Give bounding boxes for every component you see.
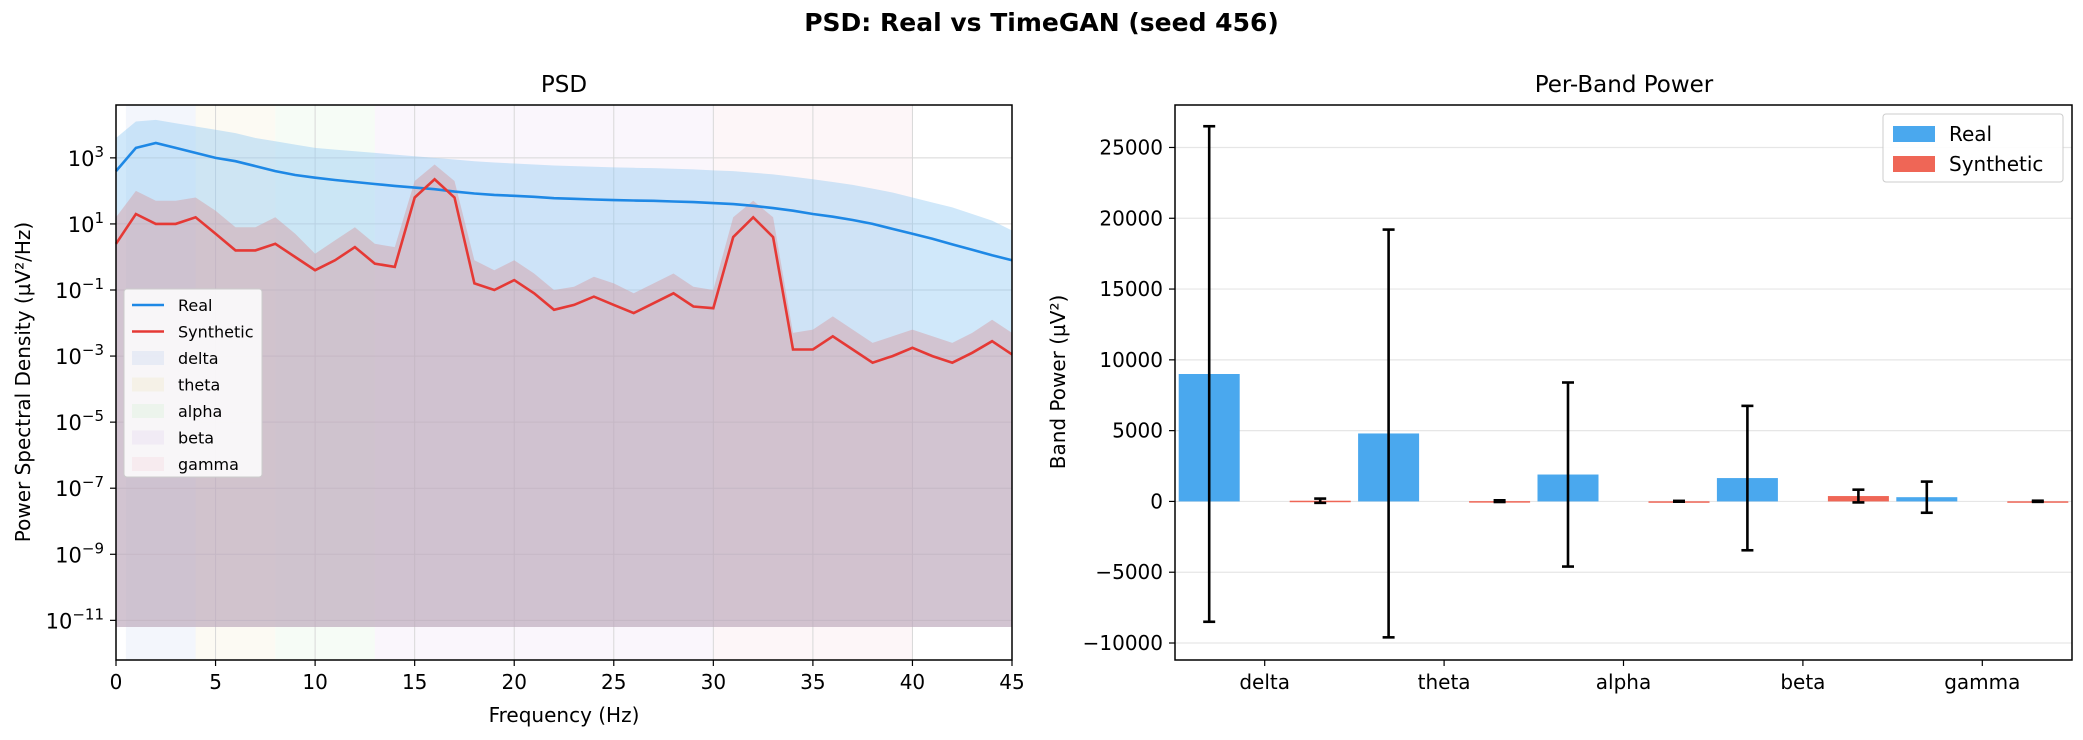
band-power-legend: Real Synthetic [1882,113,2064,183]
psd-y-tick-label: 10−7 [55,473,104,501]
psd-legend-label: Synthetic [178,323,254,342]
band-power-y-tick-label: 15000 [1099,277,1163,301]
psd-legend-swatch-gamma [132,457,164,471]
psd-x-tick-label: 15 [402,670,427,694]
psd-x-axis-label: Frequency (Hz) [489,703,640,727]
band-power-legend-swatch-synthetic [1893,156,1935,172]
band-power-category-label: beta [1780,670,1825,694]
psd-legend-label: alpha [178,402,222,421]
psd-y-tick-base: 10 [55,477,82,501]
psd-y-tick-label: 10−1 [55,275,104,303]
psd-legend-swatch-theta [132,377,164,392]
psd-legend-label: Real [178,296,213,315]
band-power-legend-label: Synthetic [1949,152,2043,176]
band-power-error-bars [1203,124,2044,639]
psd-x-tick-label: 35 [800,670,825,694]
band-power-y-ticks: 25000 20000 15000 10000 5000 0 −5000 −10000 [1083,135,1175,655]
psd-confidence-fills [116,119,1012,628]
psd-y-tick-exponent: −5 [82,407,104,425]
psd-y-tick-base: 10 [55,543,82,567]
band-power-chart: Per-Band Power delta theta alpha beta gamma … [1046,72,2073,694]
band-power-plot-frame [1174,104,2073,661]
band-power-y-tick-label: 20000 [1099,206,1163,230]
psd-legend-label: theta [178,376,220,395]
psd-y-tick-exponent: −3 [82,341,104,359]
psd-y-tick-label: 10−11 [46,605,104,633]
psd-legend-swatch-delta [132,351,164,365]
psd-legend-swatch-beta [132,430,164,445]
psd-x-tick-label: 20 [501,670,526,694]
psd-y-tick-label: 10−5 [55,407,104,435]
psd-line-synthetic [114,177,1013,365]
psd-y-tick-exponent: 3 [94,143,104,161]
psd-y-axis-label: Power Spectral Density (µV²/Hz) [11,222,35,542]
psd-x-tick-label: 25 [601,670,626,694]
band-power-y-tick-label: 10000 [1099,348,1163,372]
band-power-legend-swatch-real [1893,126,1935,142]
band-power-chart-title: Per-Band Power [1535,72,1714,98]
psd-y-tick-label: 10−9 [55,539,104,567]
psd-fill-real [116,119,1012,628]
psd-y-tick-base: 10 [68,213,95,237]
psd-y-tick-label: 10−3 [55,341,104,369]
psd-x-tick-label: 5 [209,670,222,694]
psd-chart: PSD 0 5 10 15 20 25 30 35 40 45 10310110−110−310−… [11,72,1025,727]
band-region-alpha [275,105,375,660]
figure-title: PSD: Real vs TimeGAN (seed 456) [804,8,1279,37]
psd-y-tick-base: 10 [55,279,82,303]
band-power-legend-label: Real [1949,122,1992,146]
psd-legend-swatch-alpha [132,404,164,418]
band-power-bars [1178,374,2069,503]
band-power-y-tick-label: 0 [1150,489,1163,513]
psd-y-tick-exponent: −11 [72,605,104,623]
psd-y-tick-exponent: −7 [82,473,104,491]
band-power-y-tick-label: −5000 [1095,560,1163,584]
psd-y-tick-base: 10 [46,609,73,633]
psd-y-tick-label: 103 [68,143,104,171]
psd-plot-frame [115,104,1013,661]
psd-x-tick-label: 45 [999,670,1024,694]
psd-y-tick-base: 10 [55,345,82,369]
band-power-gridlines [1175,146,2072,644]
psd-series-lines [114,141,1013,365]
psd-y-tick-base: 10 [55,411,82,435]
psd-y-tick-exponent: −1 [82,275,104,293]
psd-x-tick-label: 40 [900,670,925,694]
psd-chart-title: PSD [541,72,587,98]
psd-y-tick-base: 10 [68,147,95,171]
band-power-x-ticks: delta theta alpha beta gamma [1239,660,2020,694]
psd-legend-label: delta [178,349,219,368]
psd-legend-label: beta [178,429,214,448]
psd-x-ticks: 0 5 10 15 20 25 30 35 40 45 [110,660,1025,694]
psd-x-tick-label: 0 [110,670,123,694]
psd-y-tick-label: 101 [68,209,104,237]
psd-fill-synthetic [116,164,1012,627]
psd-x-tick-label: 10 [302,670,327,694]
psd-y-tick-exponent: −9 [82,539,104,557]
psd-legend: Real Synthetic delta theta alpha beta gamma [123,288,263,478]
band-power-y-tick-label: −10000 [1083,631,1163,655]
band-power-category-label: theta [1418,670,1471,694]
psd-y-tick-exponent: 1 [94,209,104,227]
psd-legend-box [123,288,263,478]
band-power-y-axis-label: Band Power (µV²) [1046,295,1070,470]
psd-legend-label: gamma [178,455,239,474]
band-power-category-label: delta [1239,670,1290,694]
band-power-category-label: gamma [1944,670,2020,694]
psd-gridlines [115,105,1013,660]
psd-x-tick-label: 30 [701,670,726,694]
band-power-y-tick-label: 25000 [1099,135,1163,159]
band-power-y-tick-label: 5000 [1112,419,1163,443]
band-power-category-label: alpha [1596,670,1651,694]
psd-line-real [115,141,1013,262]
